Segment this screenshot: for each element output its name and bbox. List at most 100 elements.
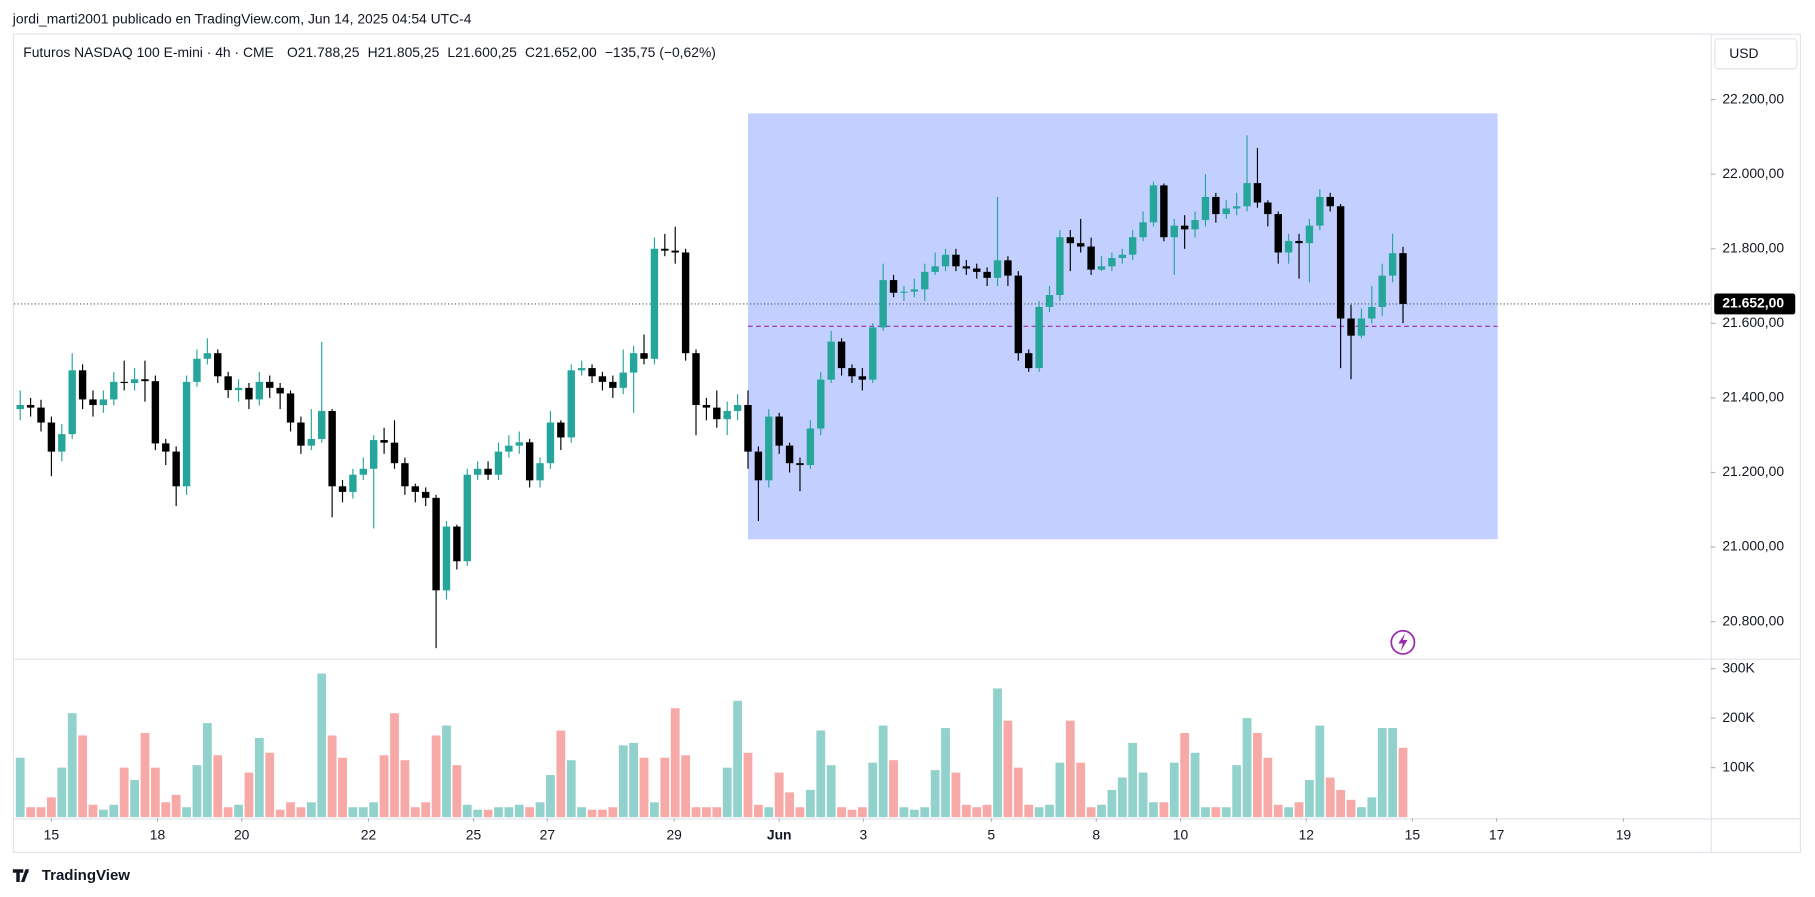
symbol-title: Futuros NASDAQ 100 E-mini · 4h · CME <box>23 44 274 60</box>
candle-body <box>1368 306 1376 319</box>
candle-body <box>390 442 399 464</box>
brand-logo <box>12 869 30 882</box>
ohlc-value: −135,75 (−0,62%) <box>605 44 716 60</box>
volume-bar <box>1305 780 1314 818</box>
candle-body <box>432 497 440 591</box>
volume-bar <box>452 765 462 818</box>
candle-body <box>619 372 627 388</box>
candle-body <box>16 405 24 410</box>
volume-bar <box>1253 732 1262 818</box>
volume-bar <box>930 770 940 818</box>
candle-body <box>671 250 679 253</box>
ohlc-value: L21.600,25 <box>447 44 517 60</box>
volume-bar <box>650 802 659 818</box>
volume-bar <box>358 807 368 818</box>
volume-bar <box>743 752 753 818</box>
volume-bar <box>1221 807 1231 818</box>
alert-bolt <box>1398 633 1408 652</box>
candle-body <box>141 379 149 382</box>
candle-body <box>713 407 721 420</box>
candle-body <box>411 486 419 492</box>
y-tick-label: 22.000,00 <box>1722 165 1784 181</box>
candle-body <box>1295 240 1303 244</box>
x-tick-label: 15 <box>44 826 60 842</box>
plot-area <box>13 113 1711 818</box>
volume-bar <box>525 807 535 818</box>
candle-body <box>1118 254 1126 259</box>
last-price-box <box>1714 293 1796 315</box>
candle-body <box>962 266 971 269</box>
volume-bar <box>1263 757 1273 818</box>
volume-bar <box>1076 762 1086 818</box>
volume-bar <box>514 804 524 818</box>
candle-body <box>99 399 108 406</box>
volume-bar <box>982 804 992 818</box>
volume-bar <box>722 767 732 818</box>
candle-body <box>505 445 513 452</box>
candle-body <box>1170 225 1178 238</box>
volume-bar <box>1003 720 1013 818</box>
candle-body <box>515 442 523 446</box>
volume-bar <box>785 792 794 818</box>
candle-body <box>900 291 908 293</box>
candle-body <box>889 280 898 293</box>
volume-bar <box>1388 728 1398 818</box>
candle-body <box>598 376 607 382</box>
volume-bar <box>702 807 711 818</box>
candle-body <box>193 358 201 382</box>
candle-body <box>1388 253 1397 276</box>
y-tick-label: 21.400,00 <box>1722 389 1784 405</box>
volume-bar <box>140 732 150 818</box>
volume-bar <box>993 688 1002 818</box>
volume-bar <box>1055 762 1065 818</box>
candle-body <box>26 405 35 408</box>
candle-body <box>1222 208 1230 215</box>
volume-bar <box>868 762 878 818</box>
candle-body <box>130 379 139 384</box>
volume-bar <box>57 767 67 818</box>
volume-bar <box>462 804 472 818</box>
volume-bar <box>338 757 347 818</box>
volume-bar <box>98 809 108 818</box>
volume-bar <box>192 765 202 818</box>
candle-body <box>754 451 763 481</box>
candle-body <box>837 341 846 369</box>
publisher-header: jordi_marti2001 publicado en TradingView… <box>12 10 472 26</box>
volume-bar <box>629 742 639 818</box>
volume-bar <box>1367 797 1377 818</box>
volume-bar <box>1242 718 1252 818</box>
candle-body <box>276 387 284 394</box>
volume-bar <box>837 807 846 818</box>
candle-body <box>266 381 274 388</box>
ohlc-value: C21.652,00 <box>525 44 597 60</box>
candle-body <box>1336 206 1345 319</box>
candle-body <box>78 370 87 400</box>
currency[interactable]: USD <box>1729 45 1758 61</box>
volume-bar <box>390 713 399 818</box>
candle-body <box>349 474 357 492</box>
volume-bar <box>1097 804 1106 818</box>
volume-tick-label: 200K <box>1722 709 1755 725</box>
volume-bar <box>826 765 836 818</box>
x-tick-label: 25 <box>466 826 482 842</box>
candle-body <box>89 399 97 406</box>
x-tick-label: 12 <box>1299 826 1315 842</box>
symbol-legend: Futuros NASDAQ 100 E-mini · 4h · CME O21… <box>23 44 716 60</box>
volume-bar <box>504 807 514 818</box>
volume-bar <box>1169 762 1179 818</box>
candle-body <box>661 248 669 251</box>
candle-body <box>1305 225 1314 244</box>
volume-bar <box>182 807 191 818</box>
currency-box[interactable] <box>1714 38 1798 70</box>
candle-body <box>536 463 544 481</box>
candle-body <box>37 407 45 423</box>
volume-bar <box>1013 767 1023 818</box>
candle-body <box>733 405 742 411</box>
candle-body <box>172 451 180 487</box>
x-tick-label: 18 <box>150 826 166 842</box>
volume-bar <box>26 807 36 818</box>
candle-body <box>297 422 305 446</box>
volume-bar <box>327 735 337 818</box>
candle-body <box>494 451 503 475</box>
candle-body <box>453 526 461 562</box>
